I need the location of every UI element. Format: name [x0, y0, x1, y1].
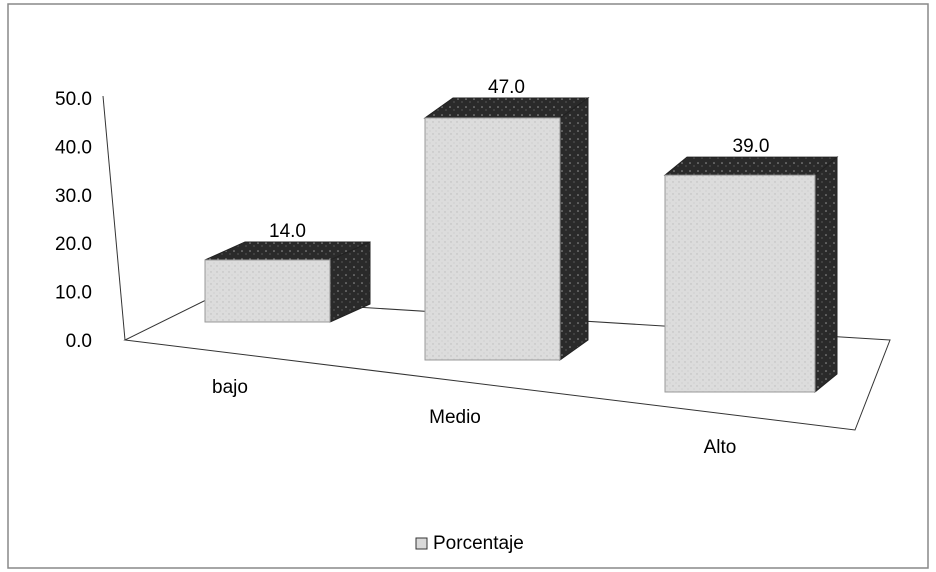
bar: [424, 117, 561, 361]
floor: [123, 297, 891, 431]
bar: [204, 259, 331, 323]
x-tick-label: Medio: [429, 407, 481, 428]
y-tick-label: 10.0: [55, 283, 92, 304]
y-tick-label: 50.0: [55, 89, 92, 110]
y-tick-label: 20.0: [55, 234, 92, 255]
x-tick-label: bajo: [212, 377, 248, 398]
value-label: 47.0: [488, 77, 525, 98]
bar-top: [663, 156, 839, 176]
bar-side: [559, 96, 589, 361]
legend-swatch: [415, 537, 428, 550]
bar: [664, 174, 816, 393]
bar-side: [814, 156, 838, 394]
y-axis: [102, 95, 126, 341]
y-tick-label: 30.0: [55, 186, 92, 207]
bar-top: [423, 97, 590, 119]
y-tick-label: 0.0: [66, 331, 92, 352]
value-label: 39.0: [733, 136, 770, 157]
y-tick-label: 40.0: [55, 137, 92, 158]
x-tick-label: Alto: [704, 437, 737, 458]
value-label: 14.0: [269, 221, 306, 242]
legend-label: Porcentaje: [433, 533, 524, 554]
